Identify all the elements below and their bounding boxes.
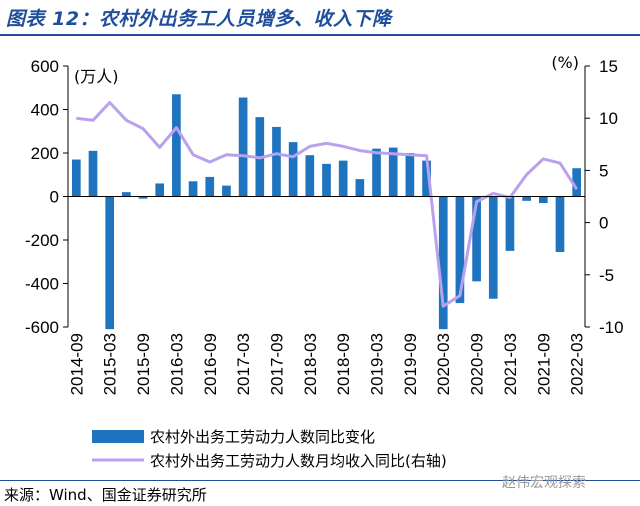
- left-tick-label: -200: [25, 231, 59, 250]
- chart-canvas: 600 400 200 0 -200 -400 -600 15 10 5 0 -5 -10 2014-09…: [25, 53, 624, 470]
- bar: [338, 160, 348, 197]
- x-tick-label: 2022-03: [568, 333, 587, 395]
- bar: [322, 163, 331, 197]
- x-tick-label: 2015-03: [101, 333, 120, 395]
- x-tick-label: 2020-09: [468, 333, 487, 395]
- bar: [355, 179, 365, 197]
- legend-line-label: 农村外出务工劳动力人数月均收入同比(右轴): [150, 452, 447, 470]
- x-tick-label: 2018-03: [301, 333, 320, 395]
- bar: [555, 196, 565, 252]
- left-tick-label: -400: [25, 275, 59, 294]
- bar: [438, 196, 448, 330]
- legend-bar-label: 农村外出务工劳动力人数同比变化: [150, 428, 375, 446]
- bar: [238, 97, 248, 197]
- x-tick-label: 2018-09: [334, 333, 353, 395]
- right-tick-label: 0: [599, 214, 608, 233]
- left-tick-label: 400: [31, 101, 59, 120]
- line-path: [76, 101, 578, 308]
- bar-series: [72, 94, 581, 330]
- x-tick-label: 2016-09: [201, 333, 220, 395]
- right-tick-label: 5: [599, 161, 608, 180]
- bar: [572, 168, 581, 197]
- title-divider: [0, 34, 640, 36]
- bar: [272, 126, 281, 197]
- x-tick-label: 2017-03: [234, 333, 253, 395]
- left-tick-label: -600: [25, 318, 59, 337]
- right-tick-label: 15: [599, 57, 618, 76]
- bar: [538, 196, 548, 204]
- bar: [288, 142, 298, 197]
- left-tick-label: 0: [50, 188, 59, 207]
- chart-title: 图表 12：农村外出务工人员增多、收入下降: [6, 8, 392, 30]
- x-tick-label: 2016-03: [167, 333, 186, 395]
- bar: [205, 176, 215, 197]
- right-tick-label: 10: [599, 109, 618, 128]
- bar: [222, 185, 231, 197]
- bar: [505, 196, 515, 251]
- watermark: 赵伟宏观探索: [502, 475, 586, 491]
- bar: [422, 160, 431, 197]
- bar: [188, 181, 198, 197]
- source-note: 来源：Wind、国金证券研究所: [4, 486, 207, 504]
- right-axis-unit: (%): [551, 53, 579, 72]
- legend-bar-swatch: [92, 430, 144, 443]
- bar: [172, 94, 181, 197]
- bar: [522, 196, 531, 201]
- right-tick-label: -5: [599, 266, 614, 285]
- left-tick-label: 600: [31, 57, 59, 76]
- left-tick-label: 200: [31, 144, 59, 163]
- x-tick-label: 2021-03: [501, 333, 520, 395]
- bar: [138, 196, 148, 199]
- x-tick-label: 2020-03: [434, 333, 453, 395]
- x-tick-label: 2017-09: [267, 333, 286, 395]
- legend: 农村外出务工劳动力人数同比变化 农村外出务工劳动力人数月均收入同比(右轴): [92, 428, 447, 470]
- bar: [155, 183, 165, 197]
- x-tick-label: 2019-03: [368, 333, 387, 395]
- axes: 600 400 200 0 -200 -400 -600 15 10 5 0 -5 -10 2014-09…: [25, 57, 624, 395]
- right-tick-label: -10: [599, 318, 624, 337]
- bar: [372, 148, 381, 197]
- bar: [305, 155, 315, 197]
- x-tick-label: 2021-09: [534, 333, 553, 395]
- bar: [105, 196, 115, 330]
- footer-divider: [0, 480, 640, 481]
- bar: [72, 159, 81, 197]
- bar: [405, 153, 415, 197]
- x-tick-label: 2019-09: [401, 333, 420, 395]
- line-series: [76, 101, 578, 308]
- left-axis-unit: (万人): [74, 67, 119, 86]
- bar: [455, 196, 465, 304]
- x-tick-label: 2015-09: [134, 333, 153, 395]
- bar: [472, 196, 481, 282]
- bar: [88, 150, 98, 197]
- bar: [388, 147, 398, 197]
- bar: [488, 196, 498, 299]
- x-tick-label: 2014-09: [67, 333, 86, 395]
- bar: [122, 192, 131, 197]
